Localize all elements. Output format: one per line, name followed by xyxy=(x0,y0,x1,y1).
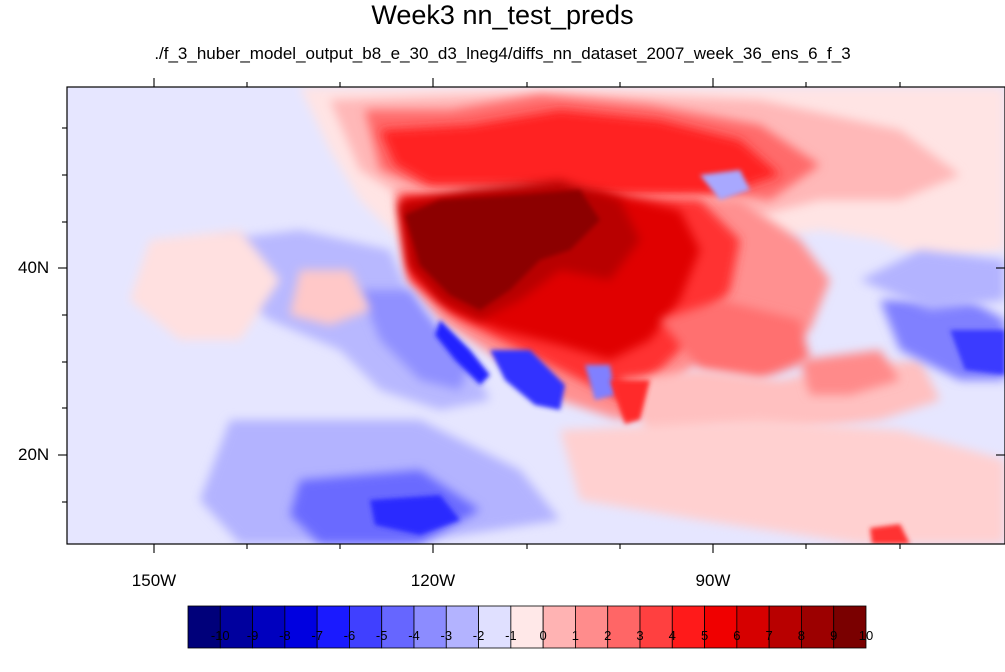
colorbar-tick-label: -10 xyxy=(210,628,230,643)
x-tick-label-120w: 120W xyxy=(410,571,456,590)
colorbar-tick-label: 4 xyxy=(668,628,676,643)
x-tick-label-90w: 90W xyxy=(695,571,731,590)
colorbar-tick-label: 10 xyxy=(858,628,874,643)
colorbar-tick-label: -1 xyxy=(505,628,517,643)
x-tick-label-150w: 150W xyxy=(131,571,177,590)
colorbar-tick-label: 6 xyxy=(733,628,741,643)
colorbar-tick-label: -4 xyxy=(408,628,420,643)
y-tick-label-40n: 40N xyxy=(18,258,50,277)
colorbar-tick-label: -6 xyxy=(343,628,356,643)
anomaly-field xyxy=(130,87,1005,544)
colorbar-tick-label: 8 xyxy=(797,628,806,643)
colorbar-tick-label: -9 xyxy=(246,628,259,643)
colorbar-tick-label: 1 xyxy=(571,628,580,643)
colorbar-tick-label: -7 xyxy=(311,628,323,643)
colorbar-tick-label: 9 xyxy=(830,628,838,643)
colorbar-tick-label: -2 xyxy=(472,628,485,643)
colorbar-tick-label: 0 xyxy=(539,628,547,643)
colorbar-tick-label: -3 xyxy=(440,628,453,643)
plot-subtitle: ./f_3_huber_model_output_b8_e_30_d3_lneg… xyxy=(154,44,851,63)
axis-ticks xyxy=(58,78,1005,553)
map-panel xyxy=(58,78,1005,553)
colorbar-tick-label: 5 xyxy=(700,628,709,643)
colorbar-tick-label: -8 xyxy=(279,628,291,643)
colorbar-tick-label: 3 xyxy=(636,628,644,643)
plot-title: Week3 nn_test_preds xyxy=(371,0,634,30)
y-tick-label-20n: 20N xyxy=(18,445,50,464)
colorbar-tick-label: 7 xyxy=(765,628,773,643)
colorbar-tick-label: 2 xyxy=(604,628,612,643)
colorbar-tick-label: -5 xyxy=(375,628,388,643)
